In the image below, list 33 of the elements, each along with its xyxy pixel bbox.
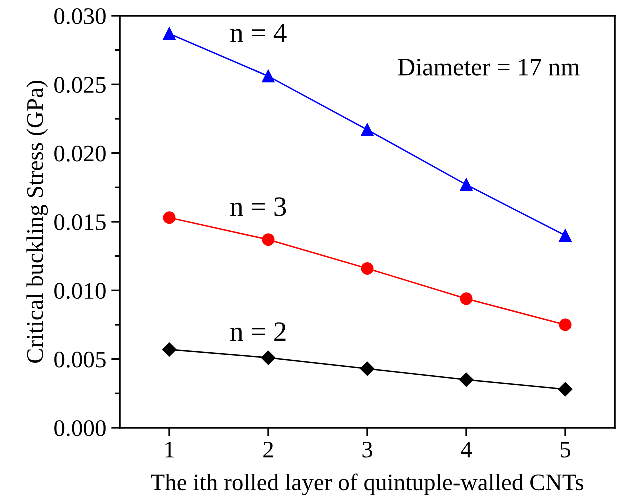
- series-label: n = 2: [230, 322, 286, 341]
- y-tick-label: 0.025: [54, 77, 106, 94]
- y-tick-label: 0.020: [54, 146, 106, 162]
- point: [361, 262, 374, 275]
- y-tick-label: 0.015: [54, 214, 106, 231]
- point: [163, 28, 176, 40]
- point: [262, 70, 275, 83]
- point: [459, 372, 474, 388]
- series-label: n = 3: [230, 198, 286, 216]
- y-tick-label: 0.005: [54, 352, 106, 368]
- y-axis-title: Critical buckling Stress (GPa): [26, 81, 48, 364]
- x-axis-title: The ith rolled layer of quintuple-walled CNTs: [151, 474, 584, 496]
- point: [261, 350, 276, 366]
- y-tick-label: 0.030: [54, 8, 106, 25]
- point: [558, 382, 573, 397]
- point: [559, 229, 572, 242]
- point: [460, 178, 473, 192]
- point: [361, 124, 374, 136]
- point: [262, 234, 275, 246]
- point: [163, 212, 176, 224]
- point: [460, 292, 473, 306]
- series-label: n = 4: [230, 24, 287, 42]
- annotation: Diameter = 17 nm: [398, 59, 580, 76]
- point: [360, 362, 375, 376]
- y-tick-label: 0.000: [54, 420, 106, 437]
- point: [162, 342, 177, 357]
- point: [559, 318, 572, 332]
- x-tick-label: 3: [362, 442, 372, 458]
- x-tick-label: 1: [166, 442, 174, 458]
- x-tick-label: 4: [461, 442, 472, 458]
- y-tick-label: 0.010: [54, 283, 106, 300]
- x-tick-label: 5: [560, 442, 570, 458]
- x-tick-label: 2: [264, 442, 274, 458]
